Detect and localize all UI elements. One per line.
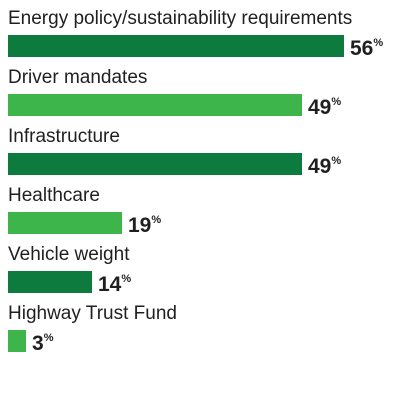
value-label: 14%	[98, 273, 131, 296]
value-number: 14	[98, 273, 122, 296]
bar	[8, 212, 122, 234]
value-label: 56%	[350, 37, 383, 60]
percent-sign: %	[331, 96, 341, 108]
percent-sign: %	[44, 332, 54, 344]
value-number: 3	[32, 332, 44, 355]
value-number: 19	[128, 214, 151, 237]
value-label: 49%	[308, 96, 341, 119]
value-number: 49	[308, 96, 331, 119]
percent-sign: %	[373, 37, 383, 49]
value-label: 19%	[128, 214, 161, 237]
category-label: Infrastructure	[8, 126, 120, 147]
value-number: 56	[350, 37, 373, 60]
bar	[8, 94, 302, 116]
percent-sign: %	[151, 214, 161, 226]
category-label: Vehicle weight	[8, 244, 130, 265]
value-label: 49%	[308, 155, 341, 178]
percent-sign: %	[331, 155, 341, 167]
percent-sign: %	[121, 273, 131, 285]
value-label: 3%	[32, 332, 54, 355]
category-label: Highway Trust Fund	[8, 303, 177, 324]
bar	[8, 153, 302, 175]
category-label: Energy policy/sustainability requirement…	[8, 8, 352, 29]
category-label: Healthcare	[8, 185, 100, 206]
bar	[8, 271, 92, 293]
bar	[8, 330, 26, 352]
value-number: 49	[308, 155, 331, 178]
category-label: Driver mandates	[8, 67, 147, 88]
bar	[8, 35, 344, 57]
